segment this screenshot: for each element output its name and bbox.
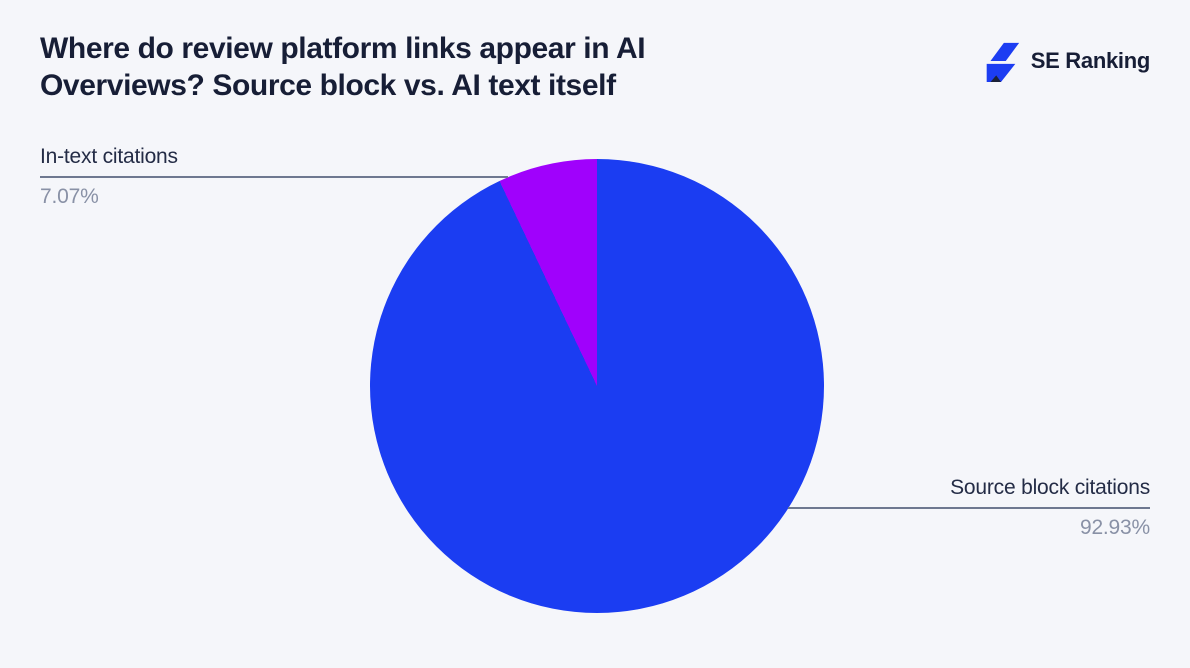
slice-value-source-block: 92.93% [1079, 516, 1150, 539]
slice-label-in-text: In-text citations [40, 145, 178, 168]
slice-label-source-block: Source block citations [950, 476, 1150, 499]
page-title-line-2: Overviews? Source block vs. AI text itse… [40, 69, 616, 103]
leader-line-left [40, 176, 508, 178]
leader-line-right [788, 507, 1150, 509]
brand-logo: SE Ranking [980, 38, 1150, 84]
callout-in-text-citations: In-text citations 7.07% [40, 145, 508, 209]
flash-icon [980, 38, 1022, 84]
pie-chart [370, 159, 824, 613]
brand-name: SE Ranking [1030, 48, 1151, 73]
callout-source-block-citations: Source block citations 92.93% [788, 476, 1150, 540]
page-title-line-1: Where do review platform links appear in… [40, 32, 646, 65]
page-title: Where do review platform links appear in… [40, 30, 646, 104]
slice-value-in-text: 7.07% [40, 185, 99, 208]
